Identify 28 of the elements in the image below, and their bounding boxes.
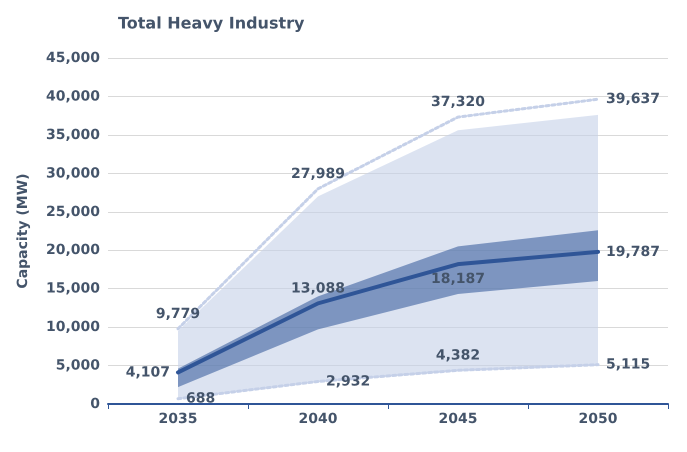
y-tick-label: 30,000 <box>46 165 100 182</box>
chart-title: Total Heavy Industry <box>118 14 305 32</box>
data-label: 18,187 <box>430 271 486 288</box>
y-tick-label: 15,000 <box>46 280 100 297</box>
y-tick-label: 25,000 <box>46 204 100 220</box>
data-label: 688 <box>186 390 216 407</box>
data-label: 37,320 <box>430 94 486 110</box>
y-tick-label: 5,000 <box>56 358 100 374</box>
x-tick-label: 2035 <box>158 411 198 427</box>
data-label: 4,107 <box>126 364 170 380</box>
data-label: 5,115 <box>606 356 650 373</box>
data-label: 4,382 <box>436 347 480 364</box>
data-label: 2,932 <box>326 373 370 390</box>
y-tick-label: 10,000 <box>46 319 100 336</box>
x-tick-label: 2045 <box>438 411 478 427</box>
data-label: 9,779 <box>156 306 200 322</box>
data-label: 19,787 <box>606 244 660 260</box>
x-tick-label: 2050 <box>578 411 618 427</box>
y-tick-label: 0 <box>90 396 100 412</box>
y-axis-title: Capacity (MW) <box>15 173 31 289</box>
x-tick-label: 2040 <box>298 411 338 427</box>
y-tick-label: 20,000 <box>46 242 100 258</box>
y-tick-label: 35,000 <box>46 126 100 143</box>
data-label: 27,989 <box>290 166 346 182</box>
data-label: 13,088 <box>290 280 346 296</box>
data-label: 39,637 <box>606 91 660 108</box>
y-tick-label: 45,000 <box>46 50 100 66</box>
y-tick-label: 40,000 <box>46 88 100 104</box>
